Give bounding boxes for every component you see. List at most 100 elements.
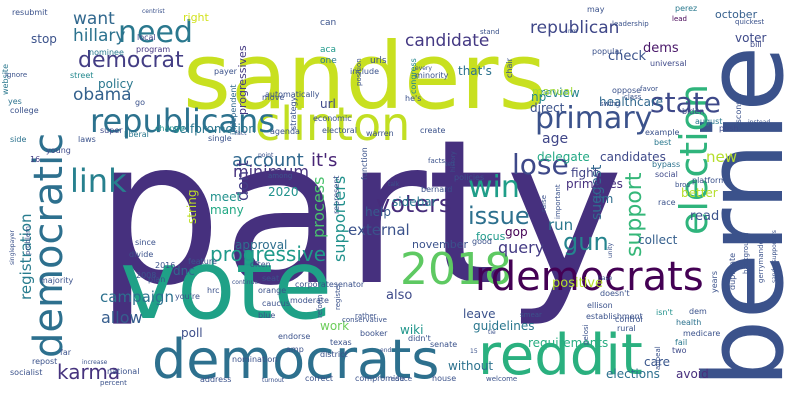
cloud-word: 2018 [400, 244, 512, 295]
cloud-word: oppose [612, 86, 641, 95]
cloud-word: care [644, 355, 670, 369]
cloud-word: senate [430, 340, 457, 349]
cloud-word: far [60, 348, 72, 357]
cloud-word: create [420, 126, 445, 135]
cloud-word: work [320, 319, 349, 333]
cloud-word: platform [692, 176, 726, 185]
cloud-word: nm [568, 28, 578, 35]
cloud-word: super [100, 126, 123, 135]
cloud-word: local [137, 33, 156, 42]
cloud-word: majority [40, 276, 73, 285]
cloud-word: conservative [342, 316, 387, 324]
cloud-word: endorse [278, 332, 310, 341]
cloud-word: orange [258, 286, 286, 295]
cloud-word: np [531, 90, 546, 104]
cloud-word: rural [617, 324, 636, 333]
cloud-word: poll [181, 326, 203, 340]
cloud-word: voter [735, 31, 767, 45]
cloud-word: ignore [5, 71, 27, 79]
cloud-word: street [70, 71, 93, 80]
cloud-word: guidelines [473, 319, 534, 333]
cloud-word: democratic [26, 133, 72, 358]
cloud-word: 2020 [268, 185, 299, 199]
cloud-word: fail [675, 338, 687, 347]
cloud-word: collect [638, 233, 678, 247]
cloud-word: read [690, 209, 719, 224]
cloud-word: fact [235, 130, 247, 137]
cloud-word: he's [405, 94, 421, 103]
cloud-word: appeal [654, 346, 662, 370]
cloud-word: obama [73, 85, 132, 105]
cloud-word: biden [682, 107, 704, 116]
cloud-word: rdemocrats [475, 254, 704, 300]
cloud-word: welcome [486, 375, 517, 383]
cloud-word: talk [388, 181, 400, 188]
cloud-word: two [672, 346, 687, 355]
cloud-word: allow [101, 308, 143, 327]
cloud-word: want [73, 9, 115, 29]
cloud-word: primaries [566, 177, 623, 191]
cloud-word: right [183, 11, 210, 24]
cloud-word: among [268, 172, 292, 180]
cloud-word: yes [8, 97, 22, 106]
cloud-word: centrist [142, 8, 165, 15]
cloud-word: control [615, 315, 643, 324]
cloud-word: rather [355, 312, 377, 320]
cloud-word: bernie [683, 46, 790, 388]
cloud-word: compromise [355, 374, 404, 383]
cloud-word: nomination [232, 355, 277, 364]
cloud-word: support [622, 172, 647, 257]
cloud-word: primary [535, 101, 652, 136]
cloud-word: class [624, 93, 642, 101]
cloud-word: nominee [89, 48, 124, 57]
cloud-word: republican [530, 18, 619, 38]
cloud-word: laws [78, 135, 96, 144]
cloud-word: hrc [207, 286, 220, 295]
cloud-word: wiki [400, 323, 423, 337]
cloud-word: registration [17, 213, 35, 300]
cloud-word: strategy [289, 96, 298, 130]
cloud-word: gerrymander [757, 237, 765, 283]
cloud-word: policy [98, 77, 133, 91]
cloud-word: unity [607, 242, 614, 258]
cloud-word: avoid [676, 367, 709, 381]
cloud-word: candidate [405, 31, 489, 51]
cloud-word: agenda [270, 127, 300, 136]
cloud-word: progressive [210, 242, 326, 266]
cloud-word: focus [476, 230, 506, 243]
cloud-word: percent [100, 379, 127, 387]
cloud-word: favor [640, 85, 658, 93]
cloud-word: texas [330, 338, 352, 347]
cloud-word: lead [672, 15, 687, 23]
cloud-word: campaign [100, 288, 174, 306]
cloud-word: seat [262, 274, 279, 283]
cloud-word: that's [458, 64, 492, 78]
cloud-word: karma [57, 360, 120, 384]
cloud-word: since [135, 238, 156, 247]
cloud-word: lose [512, 148, 569, 181]
cloud-word: bill [750, 40, 762, 49]
cloud-word: you're [175, 292, 200, 301]
cloud-word: requirements [528, 336, 608, 350]
cloud-word: fight [571, 166, 599, 180]
cloud-word: stand [480, 28, 500, 36]
cloud-word: national [107, 367, 139, 376]
cloud-word: win [468, 170, 520, 205]
cloud-word: smear [520, 311, 542, 319]
cloud-word: 2008 [136, 271, 156, 280]
cloud-word: facts [428, 157, 445, 165]
cloud-word: link [70, 162, 127, 200]
cloud-word: query [498, 238, 544, 257]
cloud-word: minimum [233, 162, 309, 181]
cloud-word: base [598, 275, 613, 282]
cloud-word: register [334, 283, 342, 310]
cloud-word: august [695, 117, 722, 126]
cloud-word: program [136, 45, 170, 54]
cloud-word: moderate [290, 296, 329, 305]
cloud-word: background [742, 233, 750, 274]
cloud-word: chair [505, 57, 514, 78]
cloud-word: turnout [262, 377, 285, 384]
cloud-word: caucus [262, 299, 290, 308]
cloud-word: aca [320, 45, 336, 55]
